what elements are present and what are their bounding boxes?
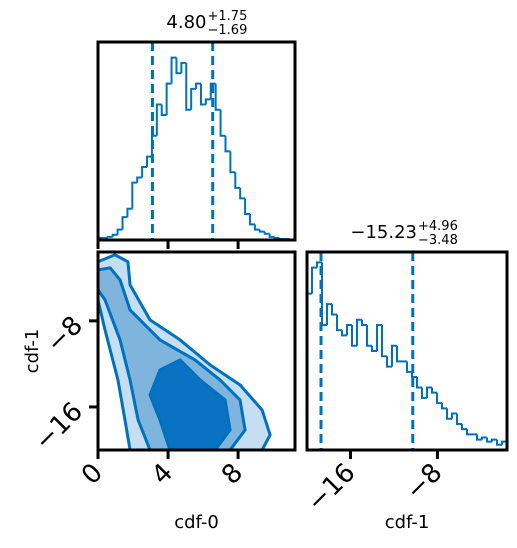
y-tick-label: −8 <box>41 311 89 359</box>
axes-frame <box>96 250 297 452</box>
hist-step <box>150 134 157 157</box>
hist-step <box>160 104 167 116</box>
hist-step <box>411 371 417 379</box>
hist-step <box>116 228 123 235</box>
hist-step <box>446 408 452 420</box>
y-axis-label: cdf-1 <box>22 329 43 374</box>
hist-step <box>248 213 255 226</box>
hist-step <box>136 176 143 183</box>
hist-step <box>396 345 402 363</box>
hist-step <box>253 224 260 231</box>
hist-step <box>326 303 332 325</box>
hist-step <box>258 229 265 233</box>
hist-step <box>170 56 177 84</box>
hist-step <box>224 135 231 153</box>
axes-frame <box>305 250 509 452</box>
hist-step <box>341 330 347 337</box>
axes-frame <box>96 40 297 242</box>
hist-step <box>195 82 201 89</box>
hist-step <box>180 61 187 74</box>
contour-group <box>98 253 272 450</box>
hist-step <box>199 83 206 106</box>
x-tick-label: 4 <box>146 458 179 491</box>
title-upper: +1.75 <box>208 9 248 24</box>
hist-step <box>386 356 392 368</box>
hist-step <box>311 266 317 294</box>
hist-step <box>376 323 382 351</box>
hist-step <box>263 231 270 235</box>
hist-step <box>451 412 457 419</box>
hist-step <box>441 403 447 410</box>
hist-step <box>476 434 482 441</box>
hist-step <box>111 233 118 237</box>
x-tick-label: 8 <box>216 458 249 491</box>
hist-step <box>466 429 472 436</box>
hist-step <box>481 436 487 440</box>
hist-step <box>421 387 427 399</box>
title-upper: +4.96 <box>418 219 458 234</box>
contour <box>148 358 232 450</box>
hist-step <box>126 207 133 218</box>
hist-step <box>239 187 246 200</box>
title-value: 4.80 <box>166 12 206 33</box>
hist-step <box>190 87 197 110</box>
hist-step <box>431 387 437 394</box>
hist-step <box>229 151 236 174</box>
hist-step <box>214 83 221 111</box>
title-value: −15.23 <box>350 222 417 243</box>
x-axis-label: cdf-1 <box>385 512 430 533</box>
hist-step <box>366 324 372 347</box>
hist-step <box>316 261 322 268</box>
hist-step <box>165 82 172 115</box>
x-tick-label: −8 <box>400 458 448 506</box>
hist-step <box>496 439 502 446</box>
hist-step <box>268 233 275 238</box>
hist-step <box>121 216 128 230</box>
hist-step <box>391 344 397 367</box>
hist-step <box>416 377 422 389</box>
hist-step <box>336 314 342 332</box>
hist-step <box>273 236 280 239</box>
hist-step <box>204 98 211 105</box>
hist-step <box>175 57 182 75</box>
hist-step <box>351 324 357 347</box>
hist-step <box>426 386 432 398</box>
title-lower: −3.48 <box>418 233 458 248</box>
hist-step <box>331 304 337 316</box>
hist-step <box>209 82 216 100</box>
hist-step <box>436 392 442 405</box>
x-tick-label: −16 <box>301 458 361 518</box>
hist-step <box>456 413 462 425</box>
x-tick-label: 0 <box>76 458 109 491</box>
hist-step <box>219 109 226 137</box>
hist-step <box>361 319 367 326</box>
hist-step <box>486 437 492 443</box>
x-axis-label: cdf-0 <box>174 512 219 533</box>
hist-step <box>234 172 241 189</box>
hist-step <box>106 235 113 238</box>
hist-step <box>131 181 138 209</box>
hist-step <box>146 155 152 168</box>
hist-step <box>185 62 192 111</box>
hist-step <box>371 345 377 352</box>
hist-step <box>356 318 362 346</box>
hist-step <box>406 361 412 373</box>
hist-step <box>461 423 467 431</box>
hist-step <box>381 324 387 358</box>
hist-step <box>141 166 148 178</box>
y-tick-label: −16 <box>29 397 89 457</box>
hist-step <box>155 103 162 136</box>
title-lower: −1.69 <box>208 23 248 38</box>
hist-step <box>346 323 352 336</box>
hist-step <box>491 438 497 442</box>
hist-step <box>244 198 250 215</box>
